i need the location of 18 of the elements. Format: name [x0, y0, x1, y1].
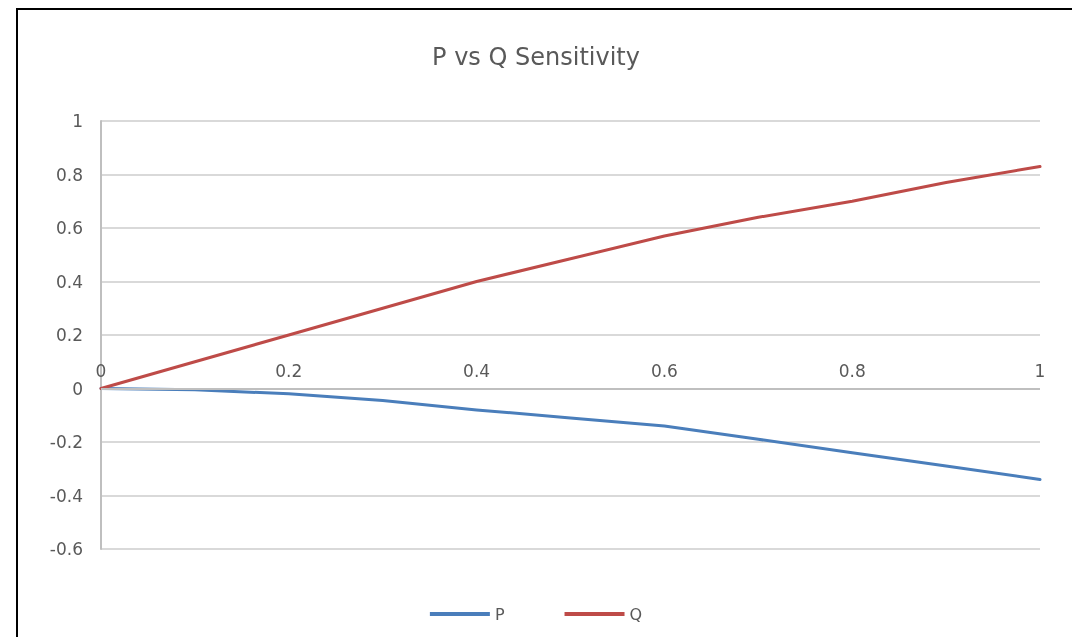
x-tick-label: 0	[95, 361, 107, 381]
chart-title: P vs Q Sensitivity	[432, 43, 640, 71]
y-tick-label: -0.6	[49, 539, 83, 559]
y-tick-label: 0.4	[55, 271, 83, 292]
y-tick-label: 0.2	[55, 325, 83, 345]
x-tick-label: 0.6	[650, 361, 678, 381]
y-tick-label: -0.4	[49, 485, 83, 506]
y-tick-label: -0.2	[49, 432, 83, 452]
x-tick-label: 1	[1034, 361, 1046, 381]
y-tick-label: 0	[72, 378, 83, 399]
x-tick-label: 0.2	[275, 361, 303, 381]
legend-label: P	[494, 604, 505, 624]
y-tick-label: 0.6	[55, 218, 83, 238]
y-tick-label: 0.8	[55, 164, 83, 185]
x-tick-label: 0.4	[463, 361, 491, 381]
x-tick-label: 0.8	[838, 361, 866, 381]
y-tick-label: 1	[72, 111, 83, 131]
legend-label: Q	[629, 604, 643, 624]
